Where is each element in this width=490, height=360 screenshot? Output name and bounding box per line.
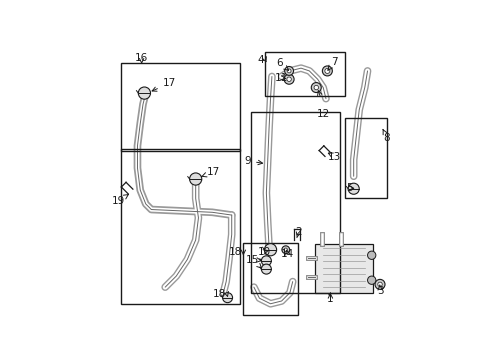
Circle shape [314,85,319,90]
Text: 18: 18 [212,288,225,298]
Text: 17: 17 [152,78,176,91]
Bar [265,51,345,96]
Circle shape [311,82,321,93]
Text: 10: 10 [258,247,271,257]
Circle shape [368,276,376,284]
Text: 9: 9 [245,156,251,166]
Circle shape [265,244,277,256]
Text: 12: 12 [317,109,330,119]
Text: 11: 11 [275,73,288,83]
Circle shape [287,77,292,81]
Circle shape [282,246,290,253]
Text: 3: 3 [377,286,384,296]
Text: 7: 7 [328,57,338,70]
Text: 18: 18 [229,247,242,257]
Bar [121,149,240,304]
Text: 4: 4 [258,55,265,66]
Bar [345,118,387,198]
Text: 19: 19 [112,196,125,206]
Text: 17: 17 [201,167,220,177]
Text: 2: 2 [295,227,301,237]
Text: 6: 6 [277,58,289,70]
Text: 13: 13 [328,152,341,162]
Circle shape [368,251,376,260]
Circle shape [138,87,150,99]
Bar [121,63,240,151]
Circle shape [285,67,294,75]
Circle shape [284,248,288,251]
Text: 14: 14 [281,249,294,259]
Circle shape [222,293,233,303]
Text: 8: 8 [383,133,390,143]
Circle shape [325,68,330,73]
Circle shape [261,264,271,274]
Circle shape [287,69,291,73]
Text: 15: 15 [245,255,259,265]
Circle shape [378,282,382,287]
Text: 1: 1 [327,294,334,304]
Circle shape [348,183,359,194]
Circle shape [190,173,202,185]
Text: 16: 16 [135,53,148,63]
Circle shape [284,74,294,84]
Circle shape [322,66,332,76]
Bar [315,244,373,293]
Bar [251,112,340,293]
Circle shape [261,256,271,266]
Bar [243,243,298,315]
Circle shape [375,279,385,289]
Text: 5: 5 [346,183,354,193]
